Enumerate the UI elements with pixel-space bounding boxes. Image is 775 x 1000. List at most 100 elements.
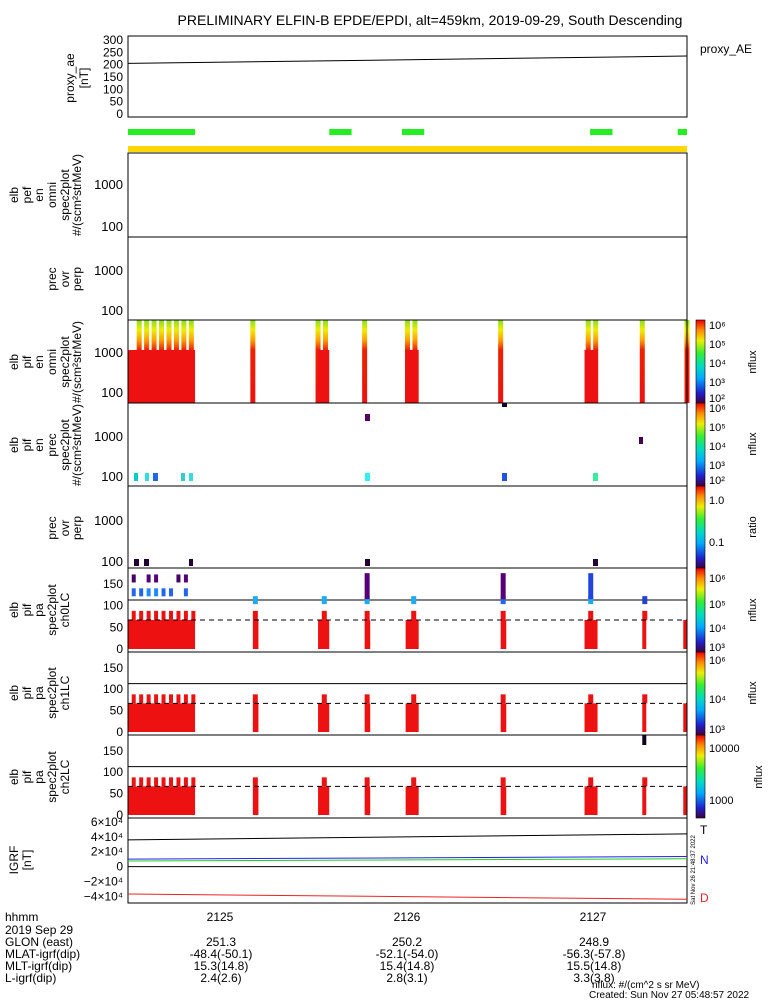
ylabel-elb-4: elb bbox=[7, 602, 21, 618]
pa-pixel bbox=[500, 596, 506, 605]
pa-tick-label: 100 bbox=[103, 765, 123, 779]
ae-tick-label: 300 bbox=[103, 33, 123, 47]
ylabel-elb-3: elb bbox=[7, 437, 21, 453]
green-status-segment bbox=[677, 129, 687, 135]
prec-pixel bbox=[593, 473, 598, 481]
ae-series-line bbox=[127, 55, 688, 64]
ratio-pixel bbox=[593, 559, 598, 566]
colorbar-ratio bbox=[695, 485, 706, 569]
pa-comb-spike bbox=[183, 694, 188, 704]
pa-red-block bbox=[318, 703, 330, 732]
ch1lc-tick-labels: 150 100 50 0 bbox=[103, 661, 123, 739]
cb2-tick-1e5: 10⁵ bbox=[709, 422, 726, 434]
cb4-label: nflux bbox=[747, 598, 759, 622]
mlt-col-3: 15.5(14.8) bbox=[567, 959, 622, 973]
cb2-tick-1e3: 10³ bbox=[709, 460, 725, 472]
tick-1000-p3: 1000 bbox=[94, 263, 123, 278]
mlat-col-3: -56.3(-57.8) bbox=[563, 947, 626, 961]
pa-spike bbox=[500, 610, 506, 620]
panel-pif-ratio: prec ovr perp 1000 100 bbox=[45, 485, 688, 569]
pa-spike bbox=[642, 610, 648, 620]
pa-red-block bbox=[128, 786, 196, 815]
pa-comb-spike bbox=[161, 610, 166, 620]
cb5-tick-1e3: 10³ bbox=[709, 724, 725, 736]
chart-title: PRELIMINARY ELFIN-B EPDE/EPDI, alt=459km… bbox=[178, 12, 683, 28]
ratio-pixel bbox=[365, 559, 370, 566]
cb1-tick-1e6: 10⁶ bbox=[709, 320, 726, 332]
igrf-tick-label: 4×10⁴ bbox=[91, 830, 123, 844]
pa-spike bbox=[411, 610, 417, 620]
ylabel-pif-2: pif bbox=[20, 355, 34, 368]
ylabel-pa-1: pa bbox=[32, 603, 46, 617]
ylabel-ovr-1: ovr bbox=[58, 271, 72, 288]
cb5-tick-1e4: 10⁴ bbox=[709, 694, 726, 706]
pa-comb-spike bbox=[139, 694, 144, 704]
row-hhmm: hhmm bbox=[5, 910, 38, 924]
panel-ch1lc: elb pif pa spec2plot ch1LC 150 100 50 0 bbox=[7, 651, 688, 745]
row-glon: GLON (east) bbox=[5, 935, 73, 949]
cb3-tick-1: 1.0 bbox=[709, 495, 724, 507]
panel-ch2lc: elb pif pa spec2plot ch2LC 150 100 50 0 bbox=[7, 734, 688, 822]
panel-pef-omni: elb pef en omni spec2plot #/(scm²strMeV)… bbox=[7, 152, 688, 238]
legend-n: N bbox=[700, 853, 709, 867]
pa-comb-spike bbox=[176, 694, 181, 704]
pa-comb-spike bbox=[183, 777, 188, 787]
pa-red-block bbox=[128, 703, 196, 732]
colorbar-ch2lc bbox=[695, 734, 706, 819]
cb2-tick-1e2: 10² bbox=[709, 475, 725, 487]
pa-spike bbox=[411, 694, 417, 704]
pa-pixel bbox=[154, 588, 159, 597]
pa-comb-spike bbox=[161, 777, 166, 787]
ylabel-pa-3: pa bbox=[32, 770, 46, 784]
ylabel-elb-1: elb bbox=[7, 187, 21, 203]
pa-spike bbox=[411, 777, 417, 787]
pa-tick-label: 150 bbox=[103, 744, 123, 758]
pa-spike bbox=[321, 777, 327, 787]
pa-tick-label: 100 bbox=[103, 682, 123, 696]
x-axis-annotation: hhmm 2019 Sep 29 GLON (east) MLAT-igrf(d… bbox=[5, 910, 750, 1000]
pa-red-block bbox=[584, 703, 598, 732]
xtick-2127: 2127 bbox=[580, 910, 607, 924]
pa-pixel bbox=[161, 588, 166, 597]
pa-pixel bbox=[364, 596, 370, 605]
tick-1000-p6: 1000 bbox=[94, 513, 123, 528]
pa-red-block bbox=[584, 786, 598, 815]
ylabel-ch2lc: ch2LC bbox=[58, 759, 72, 794]
pa-red-block bbox=[252, 703, 259, 732]
pa-comb-spike bbox=[183, 610, 188, 620]
l-col-1: 2.4(2.6) bbox=[200, 971, 241, 985]
mlt-col-2: 15.4(14.8) bbox=[380, 959, 435, 973]
panel-pif-prec: elb pif en prec spec2plot #/(scm²strMeV)… bbox=[7, 402, 688, 487]
ylabel-proxy-ae: proxy_ae bbox=[63, 53, 77, 103]
omni-burst bbox=[362, 320, 368, 403]
pa-comb-spike bbox=[191, 610, 196, 620]
pa-pixel bbox=[642, 596, 648, 605]
igrf-tick-label: 0 bbox=[116, 860, 123, 874]
panel-pef-ratio: prec ovr perp 1000 100 bbox=[45, 236, 688, 321]
pa-comb-spike bbox=[176, 610, 181, 620]
proxy-ae-right-label: proxy_AE bbox=[700, 42, 752, 56]
ch1lc-data bbox=[128, 683, 688, 745]
pa-spike bbox=[588, 777, 594, 787]
tick-100-p5: 100 bbox=[101, 469, 123, 484]
pa-comb-spike bbox=[131, 777, 136, 787]
ylabel-ch1lc: ch1LC bbox=[58, 675, 72, 710]
xtick-2125: 2125 bbox=[207, 910, 234, 924]
ae-tick-label: 200 bbox=[103, 58, 123, 72]
pa-comb-spike bbox=[154, 777, 159, 787]
pa-red-block bbox=[642, 619, 647, 649]
igrf-line-d bbox=[127, 893, 688, 900]
pa-spike bbox=[252, 610, 258, 620]
pa-pixel bbox=[588, 596, 594, 605]
ch2lc-data bbox=[128, 766, 688, 815]
tick-100-p2: 100 bbox=[101, 219, 123, 234]
ylabel-en-2: en bbox=[32, 355, 46, 368]
prec-pixel bbox=[365, 473, 370, 481]
tick-100-p4: 100 bbox=[101, 385, 123, 400]
pa-spike bbox=[500, 694, 506, 704]
ylabel-spec2plot-5: spec2plot bbox=[45, 667, 59, 719]
cb5-label: nflux bbox=[747, 681, 759, 705]
pa-pixel bbox=[146, 588, 151, 597]
pa-spike bbox=[500, 777, 506, 787]
